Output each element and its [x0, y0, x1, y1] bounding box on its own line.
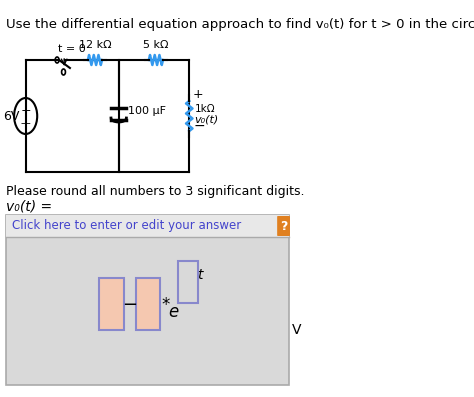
Text: v₀(t): v₀(t): [194, 114, 219, 124]
Text: 100 μF: 100 μF: [128, 106, 166, 116]
FancyBboxPatch shape: [178, 261, 198, 303]
FancyBboxPatch shape: [100, 278, 124, 330]
Text: —: —: [21, 118, 30, 128]
FancyBboxPatch shape: [277, 216, 290, 236]
Text: −: −: [122, 296, 137, 314]
Text: Please round all numbers to 3 significant digits.: Please round all numbers to 3 significan…: [7, 185, 305, 198]
Text: +: +: [193, 88, 204, 101]
Text: v₀(t) =: v₀(t) =: [7, 200, 53, 214]
FancyBboxPatch shape: [136, 278, 160, 330]
Text: Use the differential equation approach to find v₀(t) for t > 0 in the circuit in: Use the differential equation approach t…: [7, 18, 474, 31]
Text: ?: ?: [280, 220, 287, 233]
Text: V: V: [292, 323, 302, 337]
Text: 6V: 6V: [3, 110, 20, 123]
Text: Click here to enter or edit your answer: Click here to enter or edit your answer: [11, 220, 241, 233]
Text: −: −: [193, 119, 205, 133]
Text: t = 0: t = 0: [58, 44, 86, 54]
FancyBboxPatch shape: [7, 215, 289, 385]
FancyBboxPatch shape: [7, 215, 289, 237]
Text: *: *: [161, 296, 170, 314]
Text: 1kΩ: 1kΩ: [194, 104, 215, 114]
Text: 5 kΩ: 5 kΩ: [143, 40, 169, 50]
Text: t: t: [197, 268, 203, 282]
Text: +: +: [20, 104, 31, 118]
Text: e: e: [168, 303, 178, 321]
Text: 12 kΩ: 12 kΩ: [79, 40, 111, 50]
